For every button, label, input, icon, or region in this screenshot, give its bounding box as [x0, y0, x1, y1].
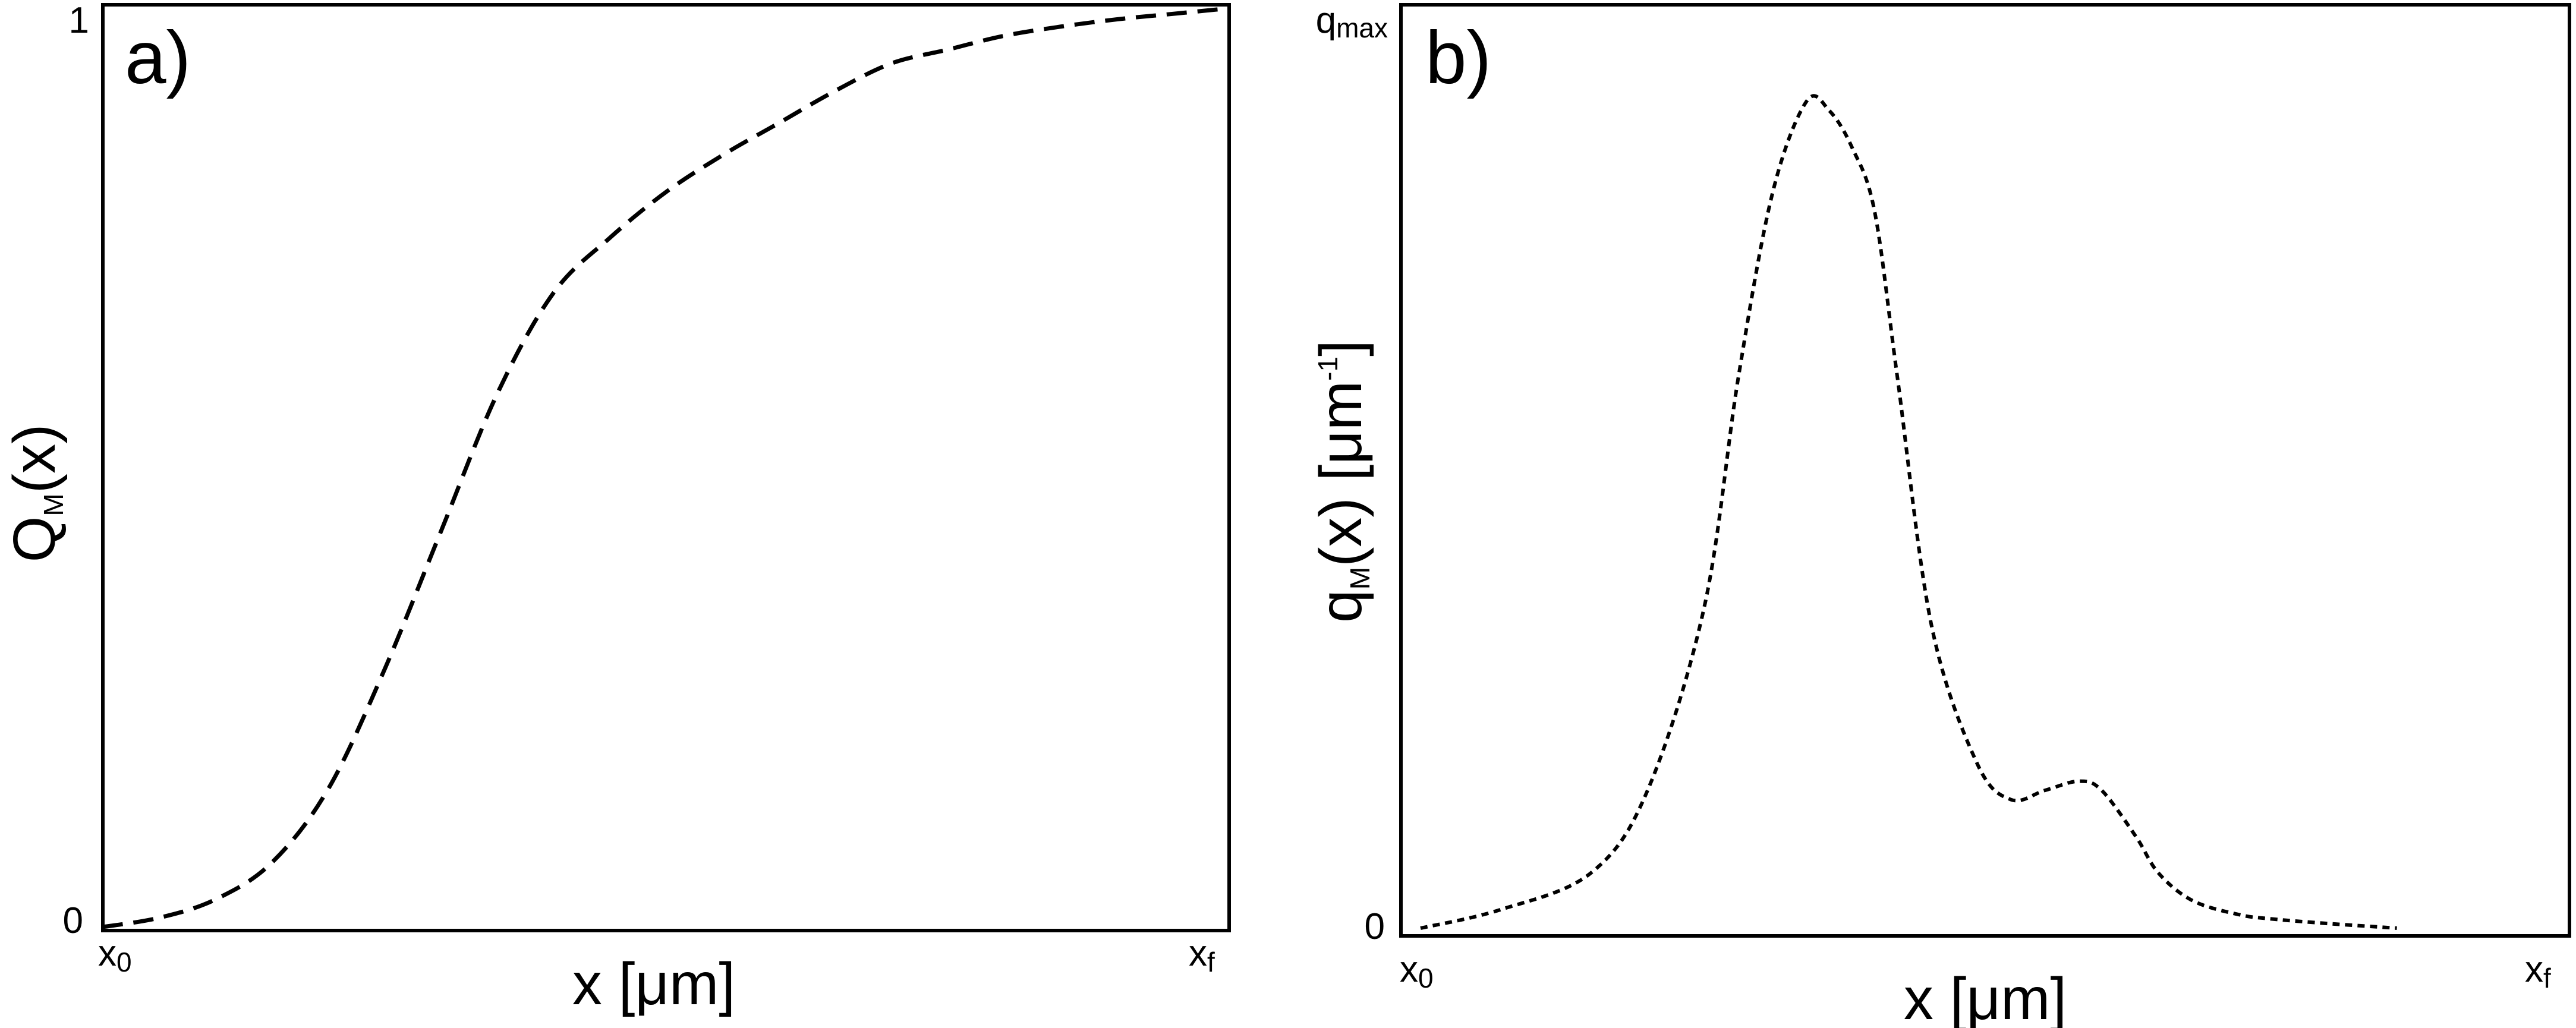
panel-b-ylabel-sub: M	[1344, 567, 1375, 589]
panel-b-ytick-bottom: 0	[1365, 906, 1385, 947]
panel-a-ytick-bottom: 0	[63, 900, 83, 941]
panel-a-ytick-top: 1	[69, 0, 89, 41]
panel-a-xlabel: x [μm]	[572, 951, 735, 1017]
panel-a-xtick-left-sub: 0	[116, 947, 132, 977]
panel-a-letter: a)	[125, 17, 191, 99]
panel-b-letter: b)	[1425, 17, 1491, 99]
panel-b-ylabel-rest: (x) [μm	[1308, 381, 1374, 567]
panel-b-ylabel-close: ]	[1308, 340, 1374, 357]
panel-b-ylabel-sup: -1	[1312, 357, 1343, 381]
panel-b-curve	[1420, 94, 2397, 930]
panel-b-frame	[1399, 3, 2571, 938]
panel-b: b) qmax 0 x0 xf x [μm] qM(x) [μm-1]	[1308, 0, 2571, 1028]
panel-b-xtick-right-sub: f	[2543, 963, 2551, 994]
panel-b-xtick-right: xf	[2525, 949, 2551, 994]
panel-a-ylabel-sub: M	[38, 493, 69, 516]
panel-a-xtick-right-base: x	[1189, 933, 1207, 974]
panel-b-xtick-left-sub: 0	[1418, 963, 1434, 994]
panel-a-ylabel-base: Q	[1, 516, 68, 563]
panel-a-ylabel-rest: (x)	[1, 424, 68, 494]
panel-b-ylabel-base: q	[1308, 589, 1374, 623]
panel-b-xtick-right-base: x	[2525, 949, 2543, 990]
panel-a-curve	[102, 6, 1230, 929]
panel-a-xtick-left: x0	[98, 933, 132, 977]
panel-b-ytick-top-base: q	[1316, 0, 1336, 41]
panel-b-xlabel: x [μm]	[1904, 966, 2067, 1028]
panel-b-xtick-left-base: x	[1400, 949, 1418, 990]
panel-b-xtick-left: x0	[1400, 949, 1434, 994]
panel-a-xtick-right: xf	[1189, 933, 1215, 977]
panel-b-ylabel: qM(x) [μm-1]	[1308, 340, 1375, 623]
panel-a-ylabel: QM(x)	[1, 424, 69, 563]
panel-b-ytick-top-sub: max	[1336, 12, 1388, 43]
panel-a-xtick-left-base: x	[98, 933, 116, 974]
panel-a-xtick-right-sub: f	[1207, 947, 1215, 977]
panel-b-ytick-top: qmax	[1316, 0, 1388, 43]
panel-a: a) 1 0 x0 xf x [μm] QM(x)	[1, 0, 1231, 1017]
panel-a-frame	[101, 3, 1231, 932]
